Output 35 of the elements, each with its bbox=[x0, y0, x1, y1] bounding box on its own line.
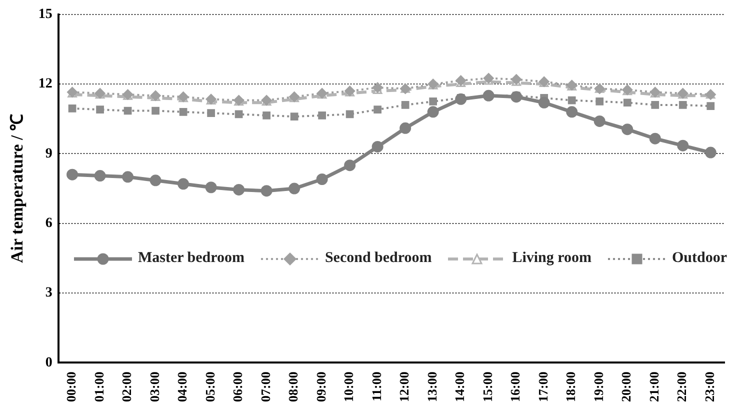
x-tick-label: 12:00 bbox=[396, 372, 412, 402]
x-tick-label: 07:00 bbox=[258, 372, 273, 402]
x-tick-label: 04:00 bbox=[174, 372, 190, 402]
y-tick-label: 9 bbox=[45, 146, 52, 162]
x-tick-label: 21:00 bbox=[646, 372, 662, 402]
x-tick-label: 05:00 bbox=[202, 372, 218, 402]
x-tick-label: 06:00 bbox=[230, 372, 246, 402]
x-tick-label: 03:00 bbox=[146, 372, 162, 402]
y-tick-label: 0 bbox=[45, 355, 52, 370]
y-tick-label: 3 bbox=[45, 286, 52, 301]
y-tick-label: 12 bbox=[38, 76, 52, 92]
x-tick-label: 17:00 bbox=[535, 372, 550, 402]
x-tick-label: 15:00 bbox=[480, 372, 495, 402]
legend-label: Master bedroom bbox=[138, 250, 245, 267]
x-tick-label: 14:00 bbox=[452, 372, 468, 402]
x-tick-label: 10:00 bbox=[341, 372, 356, 402]
y-tick-label: 6 bbox=[45, 216, 52, 231]
x-tick-label: 01:00 bbox=[91, 372, 106, 402]
x-tick-label: 11:00 bbox=[368, 372, 384, 402]
y-axis-title: Air temperature / ℃ bbox=[8, 114, 27, 264]
x-tick-label: 22:00 bbox=[674, 372, 690, 402]
legend-label: Living room bbox=[512, 250, 592, 267]
x-tick-label: 16:00 bbox=[508, 372, 523, 402]
legend-label: Outdoor bbox=[672, 250, 727, 267]
x-tick-label: 00:00 bbox=[64, 372, 79, 402]
x-tick-label: 20:00 bbox=[618, 372, 634, 402]
x-tick-label: 09:00 bbox=[313, 372, 328, 402]
x-tick-label: 02:00 bbox=[119, 372, 134, 402]
y-tick-label: 15 bbox=[38, 7, 52, 22]
x-tick-label: 19:00 bbox=[590, 372, 606, 402]
legend-label: Second bedroom bbox=[324, 250, 432, 267]
x-tick-label: 13:00 bbox=[424, 372, 440, 402]
x-tick-label: 18:00 bbox=[563, 372, 578, 402]
x-tick-label: 08:00 bbox=[286, 372, 301, 402]
x-tick-label: 23:00 bbox=[702, 372, 717, 402]
